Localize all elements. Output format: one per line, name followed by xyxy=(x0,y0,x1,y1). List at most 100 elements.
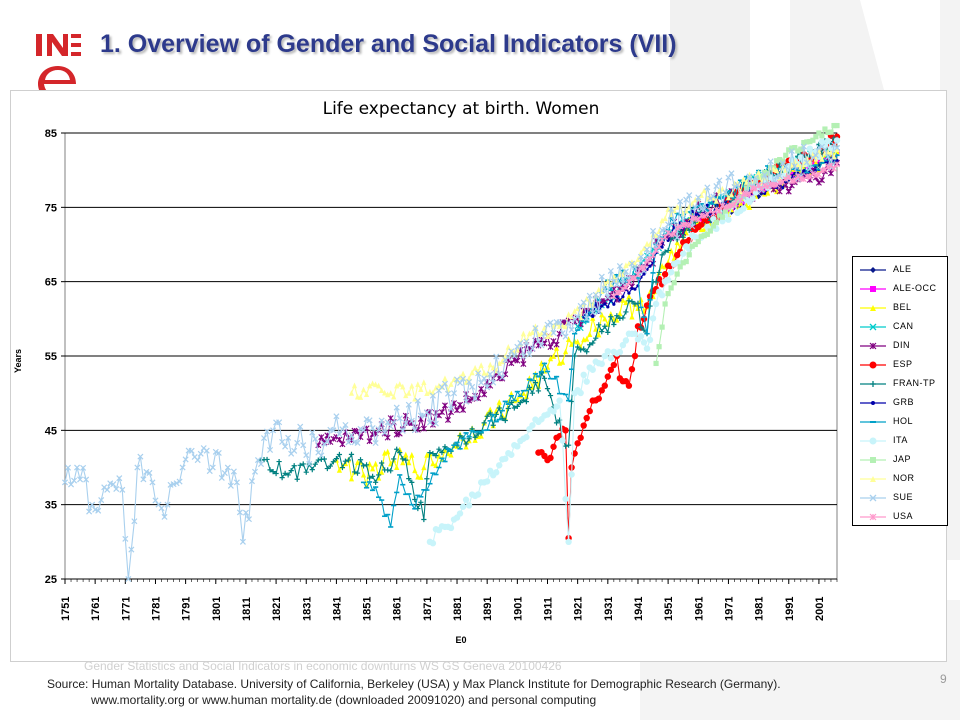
data-point-usa xyxy=(731,201,738,208)
data-point-din xyxy=(457,401,464,408)
data-point-bel xyxy=(385,448,391,455)
data-point-bel xyxy=(379,469,385,475)
data-point-din xyxy=(330,435,337,442)
data-point-jap xyxy=(774,158,780,164)
data-point-usa xyxy=(701,213,708,219)
data-point-fran-tp xyxy=(656,269,662,276)
data-point-nor xyxy=(520,330,526,337)
data-point-fran-tp xyxy=(357,457,364,463)
data-point-esp xyxy=(631,352,639,360)
data-point-jap xyxy=(674,271,680,277)
legend-item-ita: ITA xyxy=(853,432,947,451)
data-point-ita xyxy=(649,315,657,322)
data-point-sue xyxy=(89,501,96,508)
data-point-fran-tp xyxy=(285,472,291,478)
chart-frame: Life expectancy at birth. Women 25 35 45 55 6… xyxy=(10,90,947,662)
data-point-sue xyxy=(538,342,545,349)
data-point-jap xyxy=(810,137,816,143)
data-point-jap xyxy=(692,241,698,248)
data-point-fran-tp xyxy=(315,457,321,463)
data-point-nor xyxy=(351,382,358,389)
data-point-nor xyxy=(363,391,370,398)
data-point-bel xyxy=(538,360,545,366)
data-point-esp xyxy=(598,387,605,394)
data-point-sue xyxy=(336,431,343,438)
data-point-fran-tp xyxy=(520,397,526,403)
data-point-ita xyxy=(652,300,660,308)
y-axis-title: Years xyxy=(13,349,23,373)
data-point-nor xyxy=(369,380,376,387)
data-point-fran-tp xyxy=(590,340,596,346)
data-point-nor xyxy=(572,308,578,314)
data-point-jap xyxy=(755,174,762,181)
data-point-ita xyxy=(643,345,651,352)
data-point-ita xyxy=(550,408,557,415)
data-point-fran-tp xyxy=(354,470,361,476)
data-point-sue xyxy=(245,516,252,523)
data-point-fran-tp xyxy=(324,465,330,472)
data-point-fran-tp xyxy=(472,434,478,440)
data-point-sue xyxy=(481,375,488,382)
data-point-ita xyxy=(580,371,587,379)
data-point-sue xyxy=(61,479,69,486)
data-point-esp xyxy=(601,382,608,389)
data-point-sue xyxy=(330,427,337,434)
data-point-ita xyxy=(658,292,666,299)
data-point-nor xyxy=(373,381,379,388)
data-point-fran-tp xyxy=(369,473,376,479)
data-point-esp xyxy=(622,378,630,385)
data-point-ita xyxy=(806,145,814,152)
data-point-sue xyxy=(342,421,349,429)
data-point-usa xyxy=(674,224,681,231)
data-point-jap xyxy=(668,285,674,291)
y-tick-label: 45 xyxy=(45,425,57,437)
data-point-fran-tp xyxy=(303,469,309,475)
legend-label: FRAN-TP xyxy=(893,378,936,388)
data-point-fran-tp xyxy=(351,469,358,475)
data-point-ita xyxy=(607,354,615,362)
data-point-bel xyxy=(765,189,771,196)
data-point-sue xyxy=(731,183,738,190)
data-point-nor xyxy=(629,259,635,265)
data-point-bel xyxy=(360,471,367,478)
data-point-fran-tp xyxy=(593,335,599,341)
data-point-fran-tp xyxy=(427,450,433,456)
data-point-ita xyxy=(462,496,470,503)
data-point-fran-tp xyxy=(342,458,349,464)
data-point-ita xyxy=(833,137,841,144)
data-point-esp xyxy=(595,395,602,402)
data-point-ita xyxy=(562,495,569,503)
data-point-jap xyxy=(795,148,801,154)
data-point-fran-tp xyxy=(418,499,424,505)
data-point-fran-tp xyxy=(511,405,517,411)
y-tick-label: 35 xyxy=(45,500,57,512)
data-point-fran-tp xyxy=(484,413,490,419)
data-point-jap xyxy=(704,231,710,237)
data-point-sue xyxy=(544,321,551,328)
data-point-sue xyxy=(279,438,286,445)
data-point-jap xyxy=(780,158,786,164)
data-point-fran-tp xyxy=(330,459,336,465)
data-point-fran-tp xyxy=(373,479,379,485)
data-point-fran-tp xyxy=(632,301,638,307)
data-point-sue xyxy=(704,184,711,191)
data-point-nor xyxy=(505,344,511,350)
data-point-sue xyxy=(339,426,346,433)
data-point-usa xyxy=(785,174,792,181)
data-point-din xyxy=(520,361,527,368)
data-point-sue xyxy=(650,227,657,234)
data-point-bel xyxy=(409,451,415,458)
data-point-sue xyxy=(517,339,524,347)
data-point-usa xyxy=(713,206,720,213)
data-point-sue xyxy=(375,426,382,433)
data-point-fran-tp xyxy=(348,451,355,457)
data-point-sue xyxy=(390,419,397,426)
data-point-sue xyxy=(264,428,271,435)
data-point-ita xyxy=(529,422,536,429)
data-point-grb xyxy=(627,291,631,295)
data-point-nor xyxy=(469,369,475,376)
x-tick-label: 1871 xyxy=(422,597,434,621)
data-point-din xyxy=(547,344,554,351)
data-point-fran-tp xyxy=(276,458,282,465)
data-point-fran-tp xyxy=(336,451,343,458)
